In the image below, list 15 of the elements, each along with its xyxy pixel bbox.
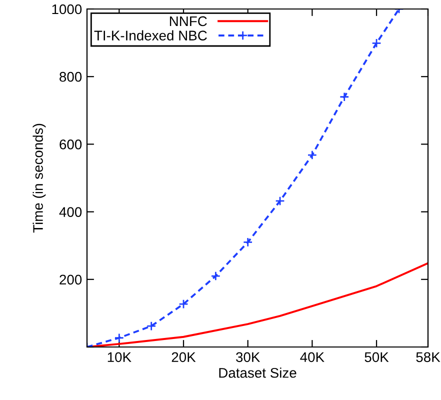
x-axis-title: Dataset Size <box>219 368 296 378</box>
legend-label: NNFC <box>170 16 207 26</box>
y-tick-label: 200 <box>60 274 82 285</box>
legend-label: TI-K-Indexed NBC <box>94 30 207 40</box>
y-tick-label: 400 <box>59 207 82 217</box>
x-tick-label: 10K <box>108 352 132 362</box>
y-tick-label: 800 <box>60 72 82 82</box>
x-tick-label: 20K <box>172 352 196 362</box>
x-tick-label: 30K <box>236 352 260 362</box>
y-axis-title: Time (in seconds) <box>32 124 46 233</box>
x-tick-label: 40K <box>300 352 324 362</box>
y-tick-label: 1000 <box>52 4 82 14</box>
y-tick-label: 600 <box>60 140 82 150</box>
x-tick-label: 58K <box>416 352 440 362</box>
x-tick-label: 50K <box>364 352 389 362</box>
